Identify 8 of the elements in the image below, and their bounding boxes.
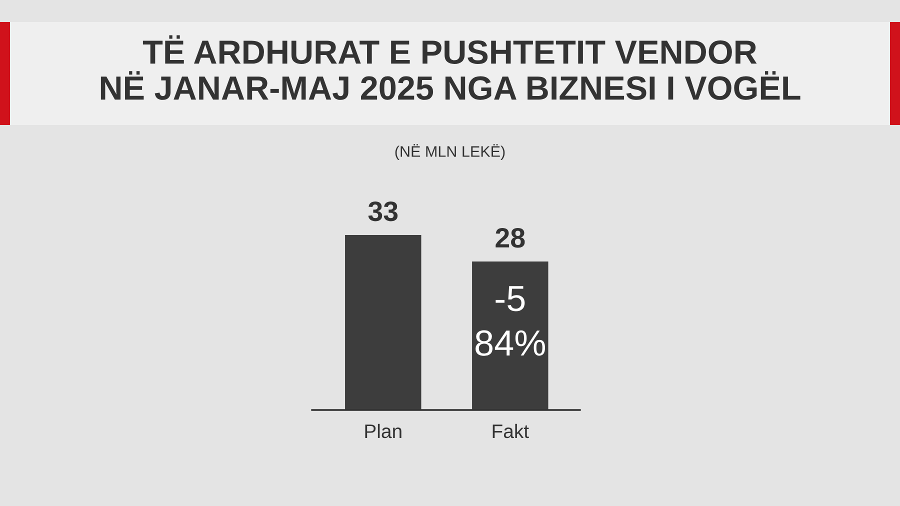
x-tick-label: Plan [365, 424, 402, 438]
data-label: 33 [368, 202, 398, 222]
annotation: 84% [476, 330, 545, 356]
data-label: 28 [496, 228, 525, 248]
x-tick-label: Fakt [492, 424, 529, 438]
annotation: -5 [496, 286, 525, 312]
chart-title: TË ARDHURAT E PUSHTETIT VENDOR NË JANAR-MAJ 2025 NGA BIZNESI I VOGËL [100, 35, 800, 100]
chart-subtitle: (NË MLN LEKË) [395, 144, 505, 160]
